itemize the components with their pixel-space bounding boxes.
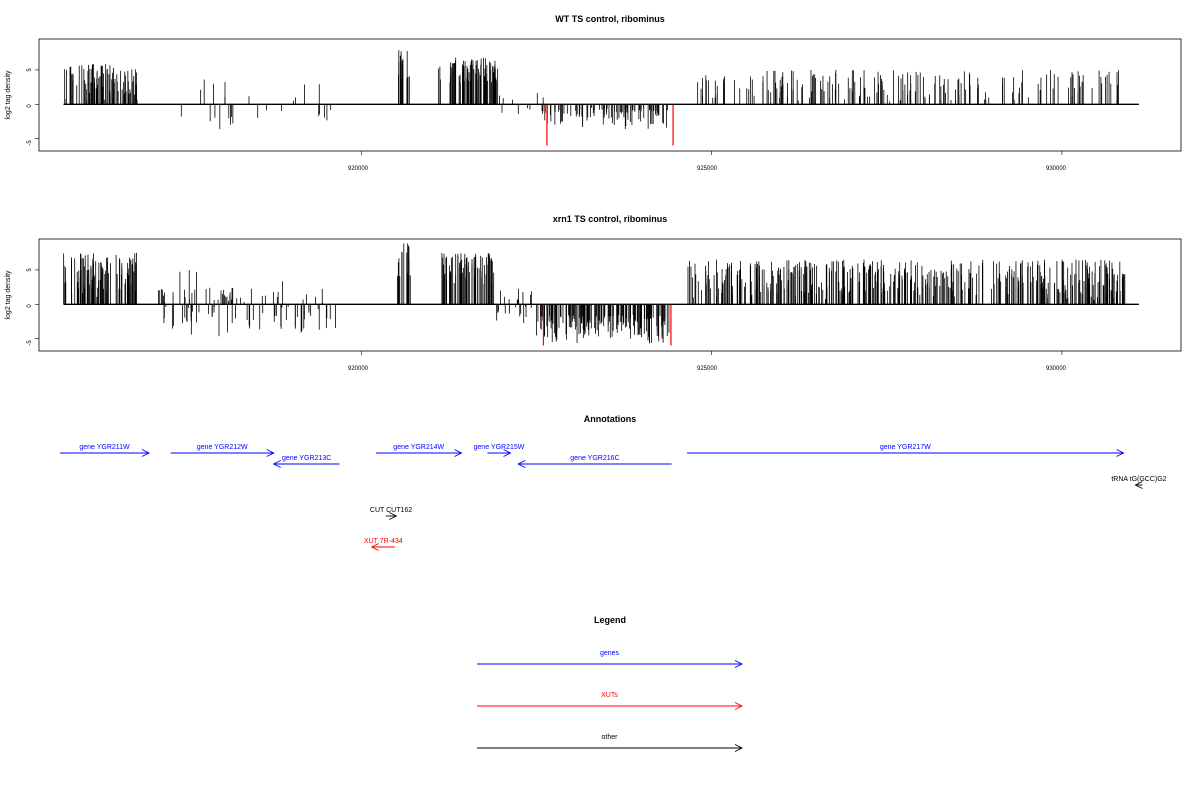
feature-label: gene YGR212W bbox=[197, 444, 248, 451]
annotation-feature: tRNA tG(GCC)G2 bbox=[1111, 476, 1167, 489]
feature-label: gene YGR216C bbox=[570, 455, 619, 462]
annotation-feature: gene YGR215W bbox=[474, 444, 525, 457]
track-title: xrn1 TS control, ribominus bbox=[553, 214, 668, 224]
feature-arrowhead bbox=[1116, 449, 1125, 457]
legend-label: other bbox=[602, 734, 619, 741]
legend-arrowhead bbox=[734, 660, 744, 668]
feature-arrowhead bbox=[454, 449, 463, 457]
feature-label: gene YGR217W bbox=[880, 444, 931, 451]
y-tick-label: 0 bbox=[27, 304, 33, 308]
y-tick-label: 5 bbox=[27, 68, 33, 72]
feature-arrowhead bbox=[389, 512, 398, 520]
legend-item: other bbox=[477, 734, 744, 752]
feature-arrowhead bbox=[517, 460, 526, 468]
annotation-features: gene YGR211W gene YGR212W gene YGR213C gene… bbox=[60, 444, 1167, 551]
plot-frame bbox=[38, 38, 1182, 152]
annotation-feature: gene YGR214W bbox=[375, 444, 463, 457]
feature-arrowhead bbox=[272, 460, 281, 468]
legend-label: genes bbox=[600, 650, 620, 657]
annotation-feature: gene YGR212W bbox=[170, 444, 275, 457]
x-tick-label: 920000 bbox=[348, 366, 369, 372]
annotations-panel: Annotations gene YGR211W gene YGR212Wgene… bbox=[60, 414, 1167, 551]
legend-arrowhead bbox=[734, 744, 744, 752]
x-tick-label: 920000 bbox=[348, 166, 369, 172]
annotations-title: Annotations bbox=[584, 414, 637, 424]
annotation-feature: gene YGR216C bbox=[517, 455, 672, 468]
bar-series bbox=[35, 243, 1139, 355]
y-axis-label: log2 tag density bbox=[5, 70, 12, 120]
feature-arrowhead bbox=[370, 543, 379, 551]
feature-label: gene YGR211W bbox=[79, 444, 130, 451]
x-tick-label: 925000 bbox=[697, 166, 718, 172]
y-tick-label: -5 bbox=[27, 140, 33, 146]
feature-label: XUT 7R-434 bbox=[364, 538, 403, 545]
annotation-feature: XUT 7R-434 bbox=[364, 538, 403, 551]
track-title: WT TS control, ribominus bbox=[555, 14, 665, 24]
y-axis-label: log2 tag density bbox=[5, 270, 12, 320]
x-tick-label: 925000 bbox=[697, 366, 718, 372]
x-tick-label: 930000 bbox=[1046, 366, 1067, 372]
plot-frame bbox=[38, 238, 1182, 352]
x-tick-label: 930000 bbox=[1046, 166, 1067, 172]
legend-title: Legend bbox=[594, 615, 626, 625]
annotation-feature: gene YGR211W bbox=[60, 444, 151, 457]
feature-arrowhead bbox=[141, 449, 151, 457]
feature-arrowhead bbox=[266, 449, 275, 457]
bar-series bbox=[35, 50, 1139, 155]
feature-label: gene YGR215W bbox=[474, 444, 525, 451]
legend-items: genes XUTs other bbox=[477, 650, 744, 752]
legend-panel: Legend genes XUTs other bbox=[477, 615, 744, 752]
feature-arrowhead bbox=[503, 449, 512, 457]
legend-item: XUTs bbox=[477, 692, 744, 710]
track-xrn1: xrn1 TS control, ribominus log2 tag dens… bbox=[5, 214, 1182, 372]
track-wt: WT TS control, ribominus log2 tag densit… bbox=[5, 14, 1182, 172]
feature-label: gene YGR213C bbox=[282, 455, 331, 462]
annotation-feature: gene YGR213C bbox=[272, 455, 340, 468]
legend-label: XUTs bbox=[601, 692, 618, 699]
feature-arrowhead bbox=[1134, 481, 1143, 489]
legend-item: genes bbox=[477, 650, 744, 668]
feature-label: tRNA tG(GCC)G2 bbox=[1111, 476, 1166, 483]
annotation-feature: CUT CUT162 bbox=[370, 507, 412, 520]
y-tick-label: 5 bbox=[27, 268, 33, 272]
feature-label: gene YGR214W bbox=[393, 444, 444, 451]
legend-arrowhead bbox=[734, 702, 744, 710]
y-tick-label: 0 bbox=[27, 104, 33, 108]
y-tick-label: -5 bbox=[27, 340, 33, 346]
feature-label: CUT CUT162 bbox=[370, 507, 412, 514]
annotation-feature: gene YGR217W bbox=[687, 444, 1125, 457]
